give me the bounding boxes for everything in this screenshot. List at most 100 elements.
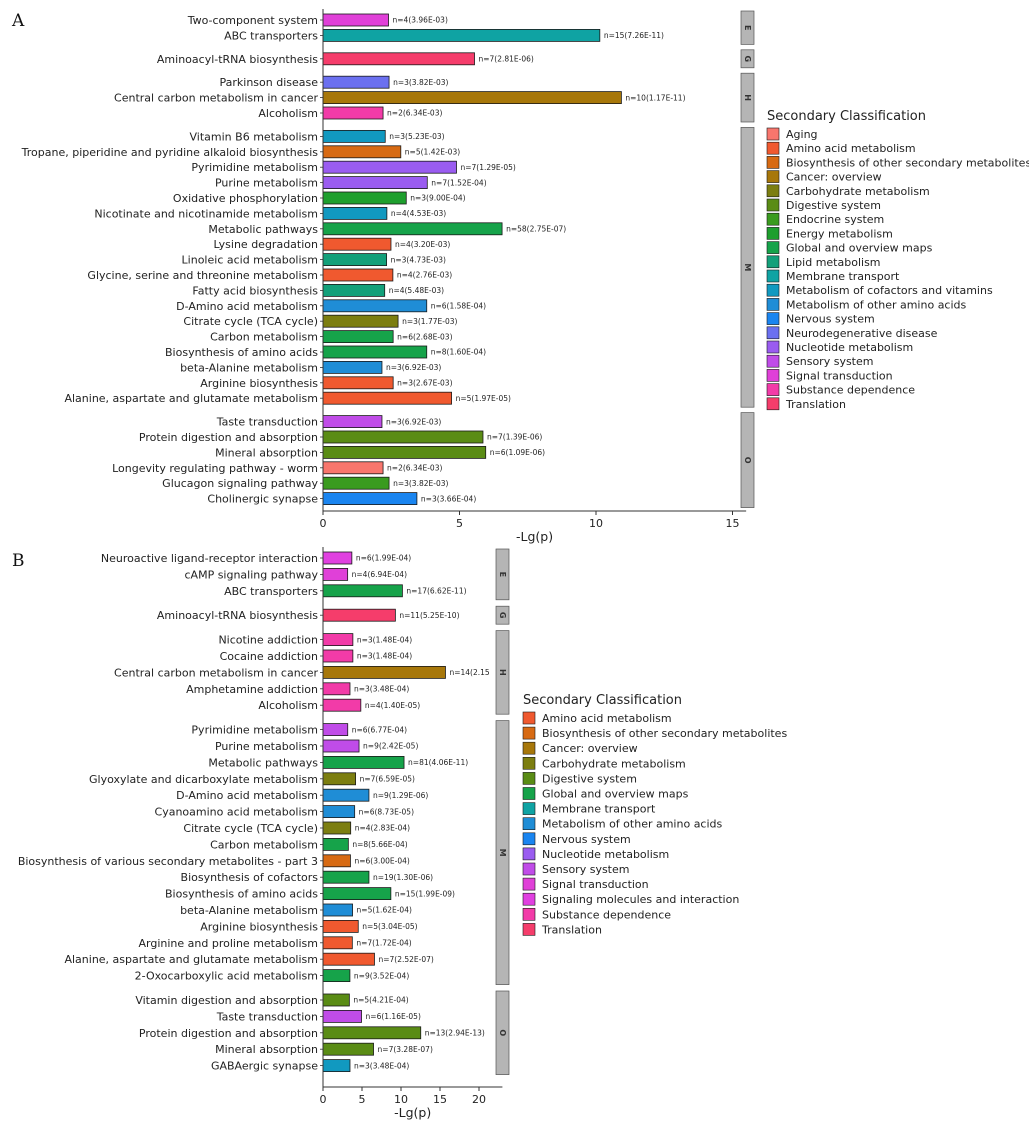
- legend-label: Energy metabolism: [786, 227, 893, 240]
- legend-swatch: [522, 741, 536, 755]
- category-label: Nicotine addiction: [218, 634, 318, 647]
- category-label: Carbon metabolism: [210, 838, 318, 851]
- legend-label: Carbohydrate metabolism: [786, 185, 930, 198]
- bar-annotation: n=15(7.26E-11): [604, 31, 664, 40]
- x-tick-label: 10: [394, 1093, 408, 1106]
- legend-swatch: [766, 326, 780, 340]
- bar-annotation: n=4(3.96E-03): [393, 16, 448, 25]
- legend-swatch: [766, 184, 780, 198]
- bar-d-amino-acid-metabolism: [322, 299, 428, 313]
- x-tick-label: 15: [726, 517, 740, 530]
- facet-strip-label: O: [498, 1029, 507, 1036]
- bar-mineral-absorption: [322, 445, 487, 459]
- bar-annotation: n=4(4.53E-03): [391, 209, 446, 218]
- bar-parkinson-disease: [322, 75, 390, 89]
- bar-annotation: n=81(4.06E-11): [408, 758, 468, 767]
- bar-alanine-aspartate-and-glutamate-metabolism: [322, 952, 375, 966]
- category-label: Purine metabolism: [215, 177, 318, 190]
- facet-strip: [740, 72, 755, 123]
- bar-linoleic-acid-metabolism: [322, 253, 388, 267]
- category-label: GABAergic synapse: [211, 1060, 318, 1073]
- bar-alanine-aspartate-and-glutamate-metabolism: [322, 391, 452, 405]
- category-label: D-Amino acid metabolism: [176, 789, 318, 802]
- legend-label: Cancer: overview: [786, 171, 882, 184]
- facet-strip: [740, 127, 755, 408]
- bar-aminoacyl-trna-biosynthesis: [322, 52, 475, 66]
- bar-taste-transduction: [322, 415, 383, 429]
- bar-carbon-metabolism: [322, 330, 394, 344]
- bar-cyanoamino-acid-metabolism: [322, 805, 356, 818]
- bar-annotation: n=58(2.75E-07): [506, 225, 566, 234]
- legend-swatch: [766, 241, 780, 254]
- category-label: Parkinson disease: [219, 76, 318, 89]
- facet-strip: [495, 990, 510, 1075]
- legend-swatch: [522, 802, 536, 815]
- panel-letter: A: [11, 11, 25, 31]
- bar-annotation: n=7(1.39E-06): [487, 433, 542, 442]
- category-label: Alcoholism: [258, 699, 318, 712]
- legend-label: Digestive system: [786, 199, 881, 212]
- bar-nicotine-addiction: [322, 633, 354, 646]
- legend-title: Secondary Classification: [523, 693, 682, 708]
- legend-swatch: [766, 170, 780, 183]
- bar-two-component-system: [322, 13, 389, 27]
- bar-annotation: n=3(1.77E-03): [402, 317, 457, 326]
- category-label: Biosynthesis of various secondary metabo…: [18, 855, 318, 868]
- legend-swatch: [766, 340, 780, 354]
- legend-label: Amino acid metabolism: [786, 142, 916, 155]
- bar-neuroactive-ligand-receptor-interaction: [322, 551, 353, 565]
- category-label: Glucagon signaling pathway: [162, 477, 318, 490]
- category-label: Metabolic pathways: [208, 223, 318, 236]
- legend-label: Nucleotide metabolism: [542, 848, 669, 861]
- category-label: ABC transporters: [224, 585, 318, 598]
- bar-annotation: n=6(8.73E-05): [359, 807, 414, 816]
- bar-annotation: n=2(6.34E-03): [387, 464, 442, 473]
- bar-annotation: n=6(3.00E-04): [354, 857, 409, 866]
- bar-annotation: n=3(9.00E-04): [410, 194, 465, 203]
- legend-swatch: [766, 255, 780, 269]
- bar-aminoacyl-trna-biosynthesis: [322, 608, 396, 622]
- bar-central-carbon-metabolism-in-cancer: [322, 666, 446, 679]
- x-axis-title: -Lg(p): [394, 1105, 431, 1120]
- legend-label: Cancer: overview: [542, 742, 638, 755]
- legend-swatch: [522, 772, 536, 785]
- category-label: Central carbon metabolism in cancer: [114, 92, 318, 105]
- legend-label: Amino acid metabolism: [542, 712, 672, 725]
- bar-abc-transporters: [322, 28, 601, 42]
- legend-swatch: [522, 787, 536, 800]
- x-tick-label: 20: [472, 1093, 486, 1106]
- legend-title: Secondary Classification: [767, 109, 926, 124]
- facet-strip-label: E: [743, 25, 752, 30]
- bar-annotation: n=3(3.82E-03): [393, 479, 448, 488]
- category-label: Fatty acid biosynthesis: [192, 284, 318, 297]
- category-label: Taste transduction: [216, 1010, 318, 1023]
- bar-annotation: n=4(2.76E-03): [397, 271, 452, 280]
- x-tick-label: 15: [433, 1093, 447, 1106]
- x-tick-label: 5: [456, 517, 463, 530]
- category-label: D-Amino acid metabolism: [176, 300, 318, 313]
- legend-swatch: [766, 312, 780, 325]
- bar-pyrimidine-metabolism: [322, 723, 349, 736]
- legend-label: Nucleotide metabolism: [786, 341, 913, 354]
- legend-swatch: [522, 862, 536, 876]
- legend-label: Membrane transport: [786, 270, 900, 283]
- bar-beta-alanine-metabolism: [322, 903, 353, 917]
- bar-pyrimidine-metabolism: [322, 160, 457, 174]
- category-label: Pyrimidine metabolism: [191, 161, 318, 174]
- facet-strip: [495, 630, 510, 715]
- bar-annotation: n=9(1.29E-06): [373, 791, 428, 800]
- bar-annotation: n=5(1.97E-05): [456, 394, 511, 403]
- bar-annotation: n=11(5.25E-10): [399, 611, 459, 620]
- bar-annotation: n=5(3.04E-05): [362, 922, 417, 931]
- bar-alcoholism: [322, 106, 384, 120]
- legend-label: Nervous system: [542, 833, 631, 846]
- facet-strip-label: O: [743, 457, 752, 464]
- legend-swatch: [766, 198, 780, 212]
- bar-annotation: n=7(2.81E-06): [479, 55, 534, 64]
- bar-cocaine-addiction: [322, 649, 354, 663]
- legend-swatch: [522, 711, 536, 725]
- bar-annotation: n=3(3.82E-03): [393, 78, 448, 87]
- legend-label: Carbohydrate metabolism: [542, 757, 686, 770]
- category-label: Cocaine addiction: [220, 650, 318, 663]
- legend-swatch: [766, 227, 780, 240]
